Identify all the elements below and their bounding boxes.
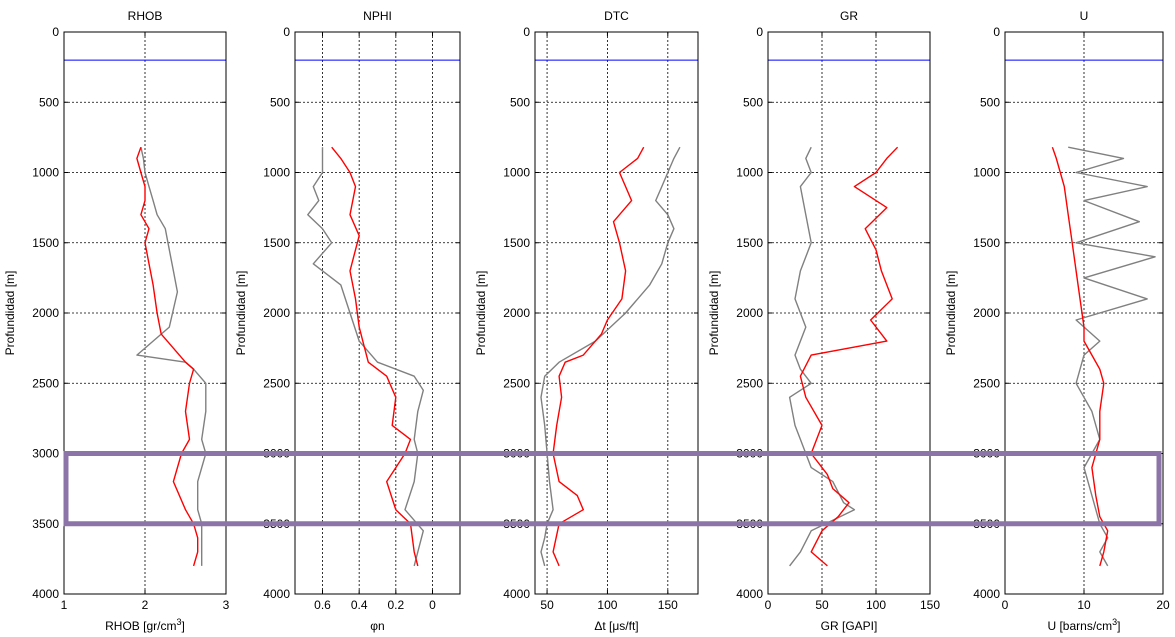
y-tick-label: 0 <box>756 25 763 39</box>
x-tick-label: 0 <box>1002 598 1009 612</box>
x-tick-label: 150 <box>658 598 678 612</box>
series-line-red <box>1051 146 1109 567</box>
x-axis-label: RHOB [gr/cm3] <box>105 617 185 633</box>
x-tick-label: 100 <box>597 598 617 612</box>
y-tick-label: 4000 <box>263 587 290 601</box>
x-axis-label: Δt [μs/ft] <box>594 619 638 633</box>
series-line-gray <box>788 146 856 567</box>
y-tick-label: 3500 <box>32 517 59 531</box>
y-axis-label: Profundidad [m] <box>234 271 248 356</box>
x-axis-label: U [barns/cm3] <box>1047 617 1120 633</box>
series-line-red <box>331 146 419 567</box>
y-tick-label: 2000 <box>32 306 59 320</box>
y-tick-label: 4000 <box>32 587 59 601</box>
x-tick-label: 150 <box>920 598 940 612</box>
y-tick-label: 500 <box>980 95 1000 109</box>
series-line-gray <box>1068 146 1156 567</box>
track-title: U <box>1080 9 1089 23</box>
track-title: RHOB <box>128 9 163 23</box>
x-tick-label: 2 <box>142 598 149 612</box>
y-axis-label: Profundidad [m] <box>944 271 958 356</box>
x-tick-label: 0.2 <box>387 598 404 612</box>
series-line-gray <box>136 147 207 566</box>
track-title: NPHI <box>363 9 392 23</box>
y-tick-label: 1500 <box>503 236 530 250</box>
y-tick-label: 2500 <box>736 376 763 390</box>
track-title: DTC <box>604 9 629 23</box>
y-tick-label: 2500 <box>263 376 290 390</box>
y-tick-label: 0 <box>283 25 290 39</box>
y-axis-label: Profundidad [m] <box>707 271 721 356</box>
x-tick-label: 20 <box>1156 598 1170 612</box>
series-line-red <box>799 146 899 567</box>
series-line-gray <box>307 147 424 567</box>
y-tick-label: 500 <box>743 95 763 109</box>
y-tick-label: 2500 <box>503 376 530 390</box>
y-tick-label: 1000 <box>32 166 59 180</box>
series-line-red <box>136 146 199 567</box>
x-tick-label: 0.4 <box>351 598 368 612</box>
y-tick-label: 2000 <box>503 306 530 320</box>
x-tick-label: 0 <box>429 598 436 612</box>
x-axis-label: φn <box>370 619 384 633</box>
y-tick-label: 1000 <box>736 166 763 180</box>
y-tick-label: 1000 <box>263 166 290 180</box>
x-axis-label: GR [GAPI] <box>821 619 878 633</box>
y-tick-label: 1500 <box>263 236 290 250</box>
y-tick-label: 3000 <box>32 447 59 461</box>
x-tick-label: 1 <box>61 598 68 612</box>
y-tick-label: 2000 <box>263 306 290 320</box>
x-tick-label: 0.6 <box>314 598 331 612</box>
y-tick-label: 1000 <box>503 166 530 180</box>
x-tick-label: 0 <box>765 598 772 612</box>
track-title: GR <box>840 9 858 23</box>
y-tick-label: 0 <box>523 25 530 39</box>
y-tick-label: 2500 <box>973 376 1000 390</box>
y-tick-label: 1000 <box>973 166 1000 180</box>
y-tick-label: 4000 <box>736 587 763 601</box>
y-tick-label: 500 <box>510 95 530 109</box>
x-tick-label: 100 <box>866 598 886 612</box>
x-tick-label: 3 <box>223 598 230 612</box>
y-tick-label: 4000 <box>973 587 1000 601</box>
series-line-red <box>552 146 645 567</box>
x-tick-label: 50 <box>540 598 554 612</box>
y-tick-label: 1500 <box>32 236 59 250</box>
x-tick-label: 10 <box>1077 598 1091 612</box>
y-tick-label: 1500 <box>736 236 763 250</box>
x-tick-label: 50 <box>815 598 829 612</box>
y-tick-label: 2500 <box>32 376 59 390</box>
y-axis-label: Profundidad [m] <box>3 271 17 356</box>
y-tick-label: 2000 <box>973 306 1000 320</box>
y-tick-label: 500 <box>39 95 59 109</box>
y-tick-label: 2000 <box>736 306 763 320</box>
y-tick-label: 0 <box>993 25 1000 39</box>
y-tick-label: 0 <box>52 25 59 39</box>
y-tick-label: 1500 <box>973 236 1000 250</box>
y-axis-label: Profundidad [m] <box>474 271 488 356</box>
highlight-box <box>63 451 1162 527</box>
y-tick-label: 500 <box>270 95 290 109</box>
y-tick-label: 4000 <box>503 587 530 601</box>
